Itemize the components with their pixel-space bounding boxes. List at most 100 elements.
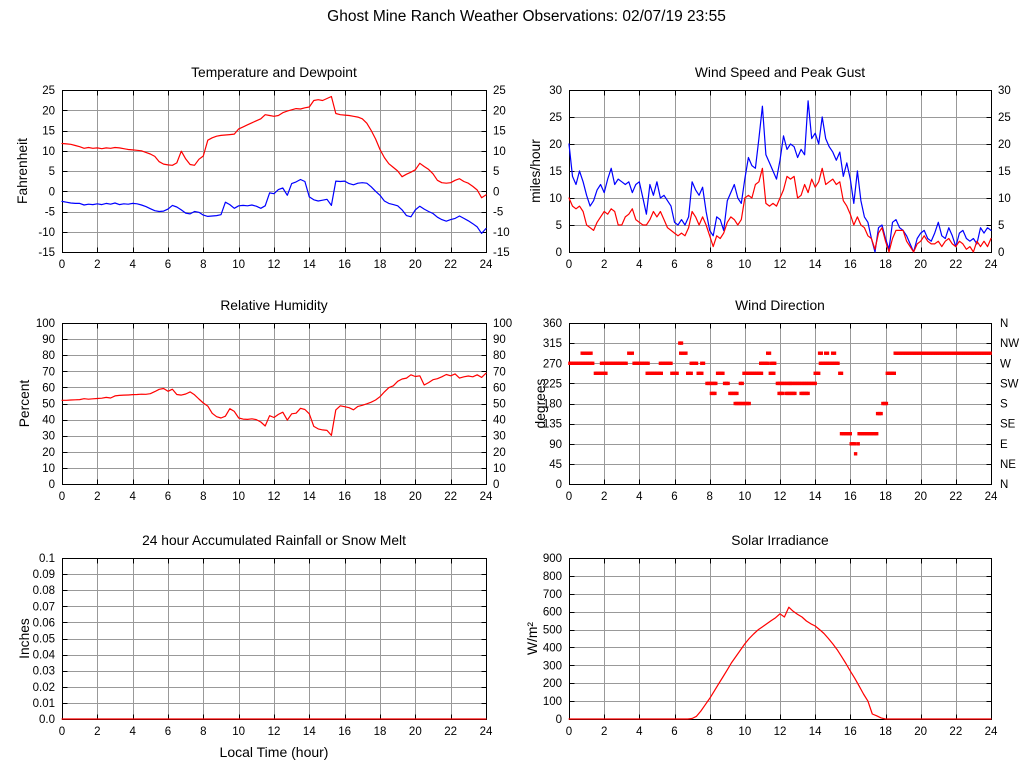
x-tick-label: 22 xyxy=(949,491,962,503)
x-tick-label: 24 xyxy=(985,726,998,738)
series-temperature xyxy=(61,95,487,199)
x-tick-label: 22 xyxy=(949,726,962,738)
x-tick-label: 6 xyxy=(671,726,677,738)
x-tick-label: 18 xyxy=(879,491,892,503)
y-tick-label: 50 xyxy=(42,399,55,411)
x-tick-label: 14 xyxy=(809,491,822,503)
x-tick-label: 20 xyxy=(409,726,422,738)
y-tick-label: 45 xyxy=(549,459,562,471)
y-tick-label-right: 5 xyxy=(493,166,499,178)
y-tick-label: 0.1 xyxy=(39,553,55,565)
y-tick-label-right: W xyxy=(1000,358,1011,370)
x-tick-label: 2 xyxy=(94,491,100,503)
y-tick-label: 0 xyxy=(556,247,562,259)
x-tick-label: 20 xyxy=(914,726,927,738)
x-tick-label: 12 xyxy=(268,491,281,503)
chart-title: Solar Irradiance xyxy=(731,533,829,548)
x-tick-label: 10 xyxy=(232,726,245,738)
x-tick-label: 10 xyxy=(232,491,245,503)
x-tick-label: 20 xyxy=(914,491,927,503)
y-tick-label: 15 xyxy=(42,126,55,138)
y-tick-label-right: 80 xyxy=(493,350,506,362)
y-tick-label: 0 xyxy=(556,479,562,491)
y-tick-label-right: 50 xyxy=(493,399,506,411)
x-tick-label: 18 xyxy=(374,491,387,503)
x-tick-label: 22 xyxy=(444,726,457,738)
y-tick-label: 0.07 xyxy=(33,601,55,613)
y-tick-label-right: 60 xyxy=(493,382,506,394)
x-tick-label: 4 xyxy=(636,259,643,271)
x-tick-label: 22 xyxy=(444,491,457,503)
y-axis-label: Fahrenheit xyxy=(15,138,30,204)
y-tick-label: 0.03 xyxy=(33,666,55,678)
y-tick-label-right: NW xyxy=(1000,338,1019,350)
x-tick-label: 0 xyxy=(566,491,572,503)
grid xyxy=(569,558,992,720)
x-tick-label: 4 xyxy=(129,726,136,738)
x-tick-label: 8 xyxy=(706,726,712,738)
y-tick-label: 25 xyxy=(42,85,55,97)
x-tick-label: 14 xyxy=(809,259,822,271)
y-tick-label: 60 xyxy=(42,382,55,394)
y-tick-label: 90 xyxy=(549,439,562,451)
x-tick-label: 16 xyxy=(844,491,857,503)
x-tick-label: 10 xyxy=(232,259,245,271)
x-tick-label: 10 xyxy=(738,491,751,503)
y-tick-label-right: 40 xyxy=(493,415,506,427)
y-tick-label: 90 xyxy=(42,334,55,346)
y-tick-label: 100 xyxy=(36,318,55,330)
x-tick-label: 16 xyxy=(338,726,351,738)
y-tick-label-right: E xyxy=(1000,439,1008,451)
y-tick-label: 400 xyxy=(543,642,562,654)
x-tick-label: 24 xyxy=(480,491,493,503)
x-tick-label: 12 xyxy=(774,726,787,738)
x-tick-label: 4 xyxy=(129,259,136,271)
y-tick-label-right: 15 xyxy=(493,126,506,138)
grid xyxy=(62,90,487,253)
y-tick-label-right: 70 xyxy=(493,366,506,378)
x-tick-label: 6 xyxy=(671,491,677,503)
y-tick-label: 20 xyxy=(42,105,55,117)
tick-marks xyxy=(569,90,992,253)
x-tick-label: 10 xyxy=(738,259,751,271)
x-tick-label: 4 xyxy=(636,491,643,503)
y-tick-label-right: -15 xyxy=(493,247,510,259)
y-tick-label: 0 xyxy=(49,186,55,198)
y-tick-label-right: N xyxy=(1000,318,1008,330)
y-tick-label: 315 xyxy=(543,338,562,350)
x-tick-label: 12 xyxy=(268,259,281,271)
y-tick-label-right: 0 xyxy=(493,186,499,198)
x-tick-label: 2 xyxy=(94,726,100,738)
y-tick-label-right: NE xyxy=(1000,459,1016,471)
y-tick-label-right: 0 xyxy=(998,247,1004,259)
x-tick-label: 18 xyxy=(879,259,892,271)
x-tick-label: 24 xyxy=(480,259,493,271)
y-tick-label: 200 xyxy=(543,678,562,690)
chart-title: Wind Direction xyxy=(735,298,825,313)
x-tick-label: 8 xyxy=(200,726,206,738)
series-solar_irradiance xyxy=(568,606,992,720)
x-tick-label: 8 xyxy=(200,491,206,503)
y-tick-label: 0.05 xyxy=(33,634,55,646)
y-tick-label: 30 xyxy=(549,85,562,97)
y-tick-label-right: 10 xyxy=(493,463,506,475)
y-tick-label: 0.09 xyxy=(33,569,55,581)
y-tick-label: 10 xyxy=(549,193,562,205)
y-tick-label: -5 xyxy=(45,207,55,219)
x-tick-label: 16 xyxy=(844,726,857,738)
y-tick-label: 40 xyxy=(42,415,55,427)
y-tick-label: 80 xyxy=(42,350,55,362)
x-tick-label: 16 xyxy=(844,259,857,271)
x-tick-label: 14 xyxy=(809,726,822,738)
grid xyxy=(569,323,992,485)
y-axis-label: degrees xyxy=(533,378,548,428)
y-axis-label: miles/hour xyxy=(528,139,543,203)
x-tick-label: 22 xyxy=(949,259,962,271)
x-tick-label: 16 xyxy=(338,259,351,271)
y-tick-label: 360 xyxy=(543,318,562,330)
x-tick-label: 22 xyxy=(444,259,457,271)
tick-marks xyxy=(569,323,992,485)
y-tick-label: 20 xyxy=(42,447,55,459)
